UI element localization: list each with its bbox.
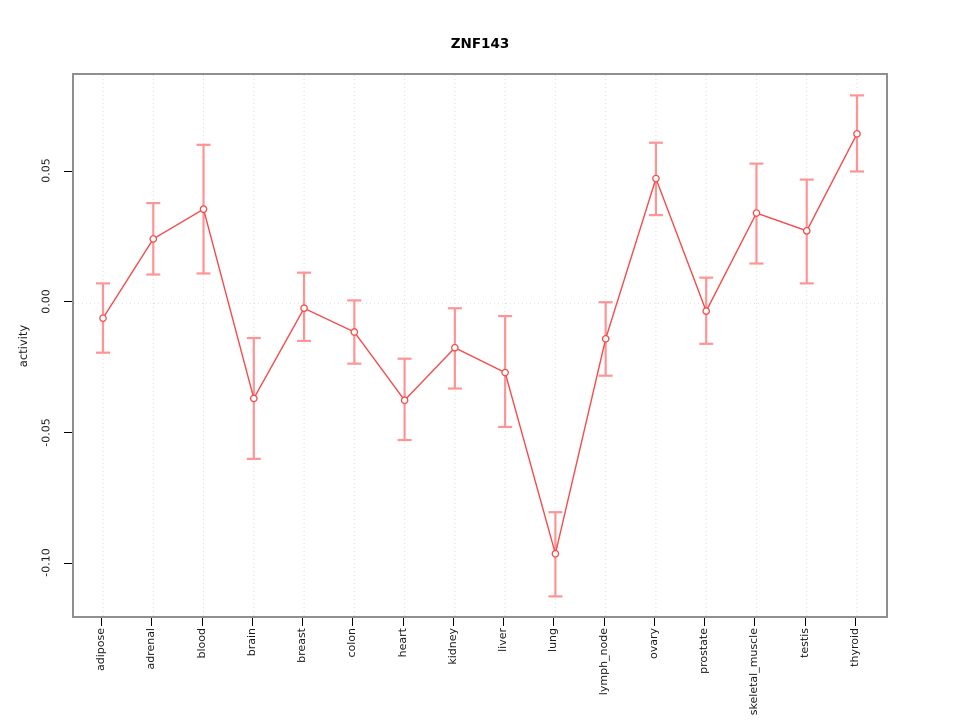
x-tick-label-ovary: ovary <box>647 628 660 660</box>
grid-lines <box>74 75 886 616</box>
y-axis-label: activity <box>16 324 30 368</box>
x-tick-mark <box>604 618 605 626</box>
error-bars <box>96 94 864 598</box>
x-tick-label-testis: testis <box>798 628 811 658</box>
data-point-prostate <box>702 307 711 315</box>
data-point-lymph_node <box>601 334 610 343</box>
x-tick-mark <box>453 618 454 626</box>
plot-canvas <box>74 75 886 616</box>
x-tick-label-kidney: kidney <box>446 628 459 665</box>
x-tick-mark <box>151 618 152 626</box>
x-tick-label-skeletal_muscle: skeletal_muscle <box>747 628 760 716</box>
x-tick-label-brain: brain <box>245 628 258 657</box>
x-tick-label-blood: blood <box>195 628 208 659</box>
y-tick-mark <box>64 432 72 433</box>
x-tick-mark <box>302 618 303 626</box>
y-tick-mark <box>64 171 72 172</box>
x-tick-mark <box>252 618 253 626</box>
x-tick-mark <box>352 618 353 626</box>
data-point-brain <box>249 394 258 403</box>
x-tick-mark <box>403 618 404 626</box>
x-tick-label-heart: heart <box>396 628 409 658</box>
x-tick-label-breast: breast <box>295 628 308 663</box>
y-tick-mark <box>64 563 72 564</box>
x-tick-mark <box>805 618 806 626</box>
x-tick-mark <box>704 618 705 626</box>
data-point-testis <box>802 226 811 235</box>
data-point-ovary <box>652 174 660 183</box>
x-tick-label-adrenal: adrenal <box>144 628 157 670</box>
y-tick-mark <box>64 301 72 302</box>
x-tick-label-colon: colon <box>345 628 358 658</box>
x-tick-mark <box>503 618 504 626</box>
y-tick-label: -0.05 <box>39 418 53 447</box>
x-tick-label-liver: liver <box>496 628 509 652</box>
data-point-adrenal <box>149 235 158 243</box>
x-tick-mark <box>754 618 755 626</box>
data-point-liver <box>501 368 509 377</box>
data-point-kidney <box>451 343 459 352</box>
x-tick-mark <box>101 618 102 626</box>
x-tick-label-lymph_node: lymph_node <box>597 628 610 696</box>
y-tick-label: 0.00 <box>39 289 53 314</box>
x-tick-mark <box>855 618 856 626</box>
x-tick-label-thyroid: thyroid <box>848 628 861 667</box>
x-tick-label-adipose: adipose <box>94 628 107 671</box>
x-tick-label-lung: lung <box>546 628 559 652</box>
x-tick-label-prostate: prostate <box>697 628 710 674</box>
chart-title: ZNF143 <box>450 36 510 52</box>
y-tick-label: 0.05 <box>39 158 53 183</box>
series-line <box>102 133 858 554</box>
data-point-breast <box>300 304 308 313</box>
x-tick-mark <box>654 618 655 626</box>
data-points <box>99 129 861 558</box>
data-point-heart <box>400 396 409 405</box>
data-point-colon <box>350 328 359 336</box>
plot-area <box>72 73 888 618</box>
data-point-blood <box>199 205 208 213</box>
x-tick-mark <box>553 618 554 626</box>
data-point-lung <box>551 549 560 558</box>
data-point-adipose <box>99 314 107 323</box>
x-tick-mark <box>202 618 203 626</box>
y-tick-label: -0.10 <box>39 548 53 577</box>
data-point-thyroid <box>853 129 861 138</box>
data-point-skeletal_muscle <box>752 209 761 217</box>
